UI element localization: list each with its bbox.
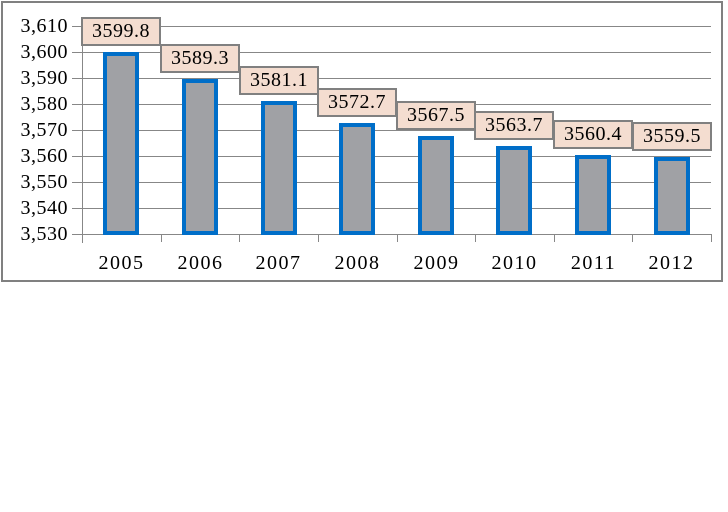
y-axis-label: 3,530 bbox=[20, 223, 68, 245]
y-axis-label: 3,560 bbox=[20, 145, 68, 167]
y-axis-tick bbox=[72, 156, 82, 157]
x-axis-label-2008: 2008 bbox=[334, 252, 381, 274]
category-tick bbox=[632, 234, 633, 242]
y-axis-label: 3,600 bbox=[20, 41, 68, 63]
gridline bbox=[82, 182, 711, 183]
y-axis-label: 3,550 bbox=[20, 171, 68, 193]
gridline bbox=[82, 208, 711, 209]
category-tick bbox=[711, 234, 712, 242]
bar-2012 bbox=[654, 157, 690, 235]
x-axis-line bbox=[82, 234, 711, 235]
y-axis-label: 3,610 bbox=[20, 15, 68, 37]
y-axis-tick bbox=[72, 104, 82, 105]
x-axis-label-2012: 2012 bbox=[648, 252, 695, 274]
gridline bbox=[82, 156, 711, 157]
data-label-2006: 3589.3 bbox=[160, 44, 240, 73]
data-label-2005: 3599.8 bbox=[81, 17, 161, 46]
gridline bbox=[82, 78, 711, 79]
y-axis-tick bbox=[72, 78, 82, 79]
y-axis-tick bbox=[72, 52, 82, 53]
y-axis-label: 3,590 bbox=[20, 67, 68, 89]
category-tick bbox=[239, 234, 240, 242]
bar-2005 bbox=[103, 52, 139, 235]
x-axis-label-2007: 2007 bbox=[255, 252, 302, 274]
category-tick bbox=[554, 234, 555, 242]
x-axis-label-2011: 2011 bbox=[570, 252, 617, 274]
gridline bbox=[82, 52, 711, 53]
bar-2006 bbox=[182, 79, 218, 235]
category-tick bbox=[82, 234, 83, 242]
bar-2010 bbox=[496, 146, 532, 235]
y-axis-label: 3,570 bbox=[20, 119, 68, 141]
bar-2008 bbox=[339, 123, 375, 235]
category-tick bbox=[397, 234, 398, 242]
category-tick bbox=[318, 234, 319, 242]
data-label-2011: 3560.4 bbox=[553, 120, 633, 149]
data-label-2007: 3581.1 bbox=[239, 66, 319, 95]
y-axis-tick bbox=[72, 208, 82, 209]
y-axis-tick bbox=[72, 26, 82, 27]
gridline bbox=[82, 130, 711, 131]
y-axis-label: 3,540 bbox=[20, 197, 68, 219]
bar-2011 bbox=[575, 155, 611, 235]
bar-2007 bbox=[261, 101, 297, 235]
x-axis-label-2006: 2006 bbox=[177, 252, 224, 274]
data-label-2012: 3559.5 bbox=[632, 122, 712, 151]
x-axis-label-2005: 2005 bbox=[98, 252, 145, 274]
gridline bbox=[82, 26, 711, 27]
y-axis-label: 3,580 bbox=[20, 93, 68, 115]
bar-2009 bbox=[418, 136, 454, 235]
x-axis-label-2009: 2009 bbox=[413, 252, 460, 274]
data-label-2009: 3567.5 bbox=[396, 101, 476, 130]
category-tick bbox=[475, 234, 476, 242]
y-axis-line bbox=[82, 26, 83, 243]
category-tick bbox=[161, 234, 162, 242]
y-axis-tick bbox=[72, 234, 82, 235]
x-axis-label-2010: 2010 bbox=[491, 252, 538, 274]
y-axis-tick bbox=[72, 182, 82, 183]
y-axis-tick bbox=[72, 130, 82, 131]
data-label-2010: 3563.7 bbox=[474, 111, 554, 140]
data-label-2008: 3572.7 bbox=[317, 88, 397, 117]
